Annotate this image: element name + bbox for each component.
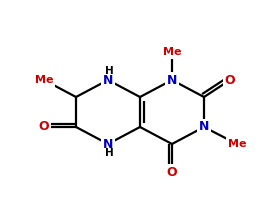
Text: O: O bbox=[167, 166, 177, 178]
Text: O: O bbox=[39, 121, 49, 134]
Text: N: N bbox=[199, 121, 209, 134]
Text: N: N bbox=[167, 74, 177, 87]
Text: Me: Me bbox=[228, 139, 246, 149]
Text: Me: Me bbox=[163, 47, 181, 57]
Text: O: O bbox=[225, 74, 235, 87]
Text: O: O bbox=[167, 166, 177, 178]
Text: N: N bbox=[103, 74, 113, 87]
Text: Me: Me bbox=[35, 75, 53, 85]
Text: N: N bbox=[103, 74, 113, 87]
Text: O: O bbox=[225, 74, 235, 87]
Text: H: H bbox=[105, 66, 113, 76]
Text: N: N bbox=[103, 138, 113, 150]
Text: Me: Me bbox=[228, 139, 246, 149]
Text: O: O bbox=[39, 121, 49, 134]
Text: N: N bbox=[199, 121, 209, 134]
Text: Me: Me bbox=[35, 75, 53, 85]
Text: H: H bbox=[105, 148, 113, 158]
Text: N: N bbox=[167, 74, 177, 87]
Text: N: N bbox=[103, 138, 113, 150]
Text: Me: Me bbox=[163, 47, 181, 57]
